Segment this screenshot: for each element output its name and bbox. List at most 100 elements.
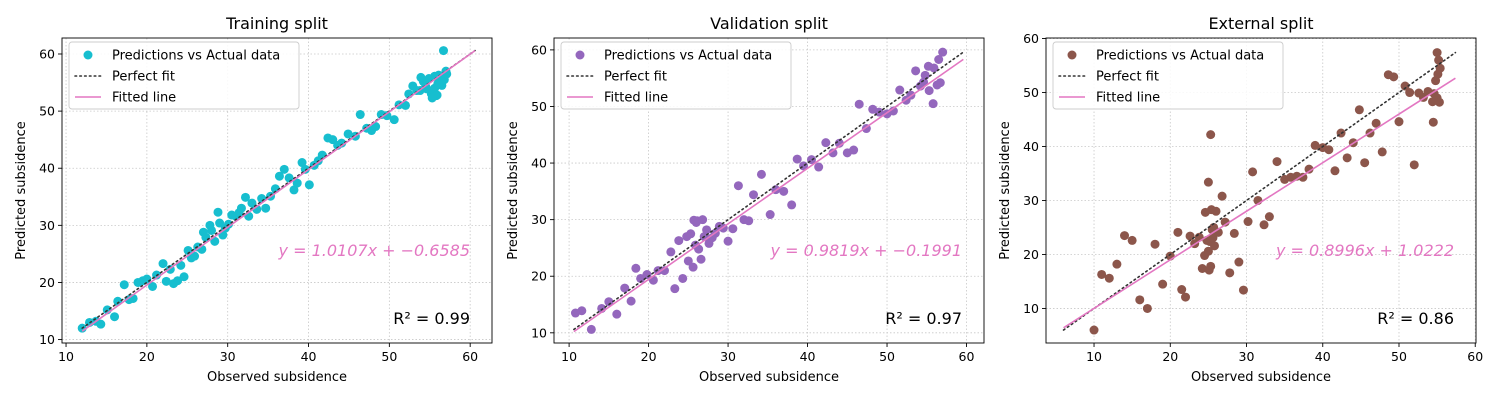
data-point	[911, 66, 921, 76]
x-tick-label: 40	[1315, 349, 1331, 364]
legend-marker-points	[575, 50, 585, 60]
data-point	[416, 72, 426, 82]
data-point	[1127, 235, 1137, 245]
y-axis-label: Predicted subsidence	[506, 121, 521, 259]
data-point	[604, 297, 614, 307]
data-point	[1354, 105, 1364, 115]
data-point	[179, 272, 189, 282]
data-point	[1298, 172, 1308, 182]
data-point	[1135, 295, 1145, 305]
legend: Predictions vs Actual data Perfect fit Fit…	[560, 41, 792, 110]
data-point	[1158, 279, 1168, 289]
data-point	[1432, 48, 1442, 58]
chart-title: Training split	[225, 14, 328, 33]
r-squared-label: R² = 0.97	[885, 309, 962, 328]
data-point	[612, 309, 622, 319]
data-point	[620, 283, 630, 293]
fit-equation: y = 1.0107x + −0.6585	[278, 241, 470, 260]
data-point	[1342, 153, 1352, 163]
data-point	[343, 129, 353, 139]
x-tick-label: 30	[220, 349, 236, 364]
data-point	[728, 224, 738, 234]
legend-label-fitted-line: Fitted line	[1096, 91, 1160, 106]
data-point	[439, 46, 449, 56]
y-tick-label: 60	[1023, 31, 1039, 46]
x-tick-label: 20	[641, 349, 657, 364]
legend-label-points: Predictions vs Actual data	[112, 49, 280, 64]
data-point	[1330, 166, 1340, 176]
data-point	[292, 178, 302, 188]
data-point	[849, 145, 859, 155]
data-point	[686, 229, 696, 239]
data-point	[173, 276, 183, 286]
data-point	[1428, 117, 1438, 127]
x-tick-label: 60	[959, 349, 975, 364]
x-axis-label: Observed subsidence	[699, 370, 839, 385]
y-tick-label: 60	[39, 46, 55, 61]
data-point	[1200, 207, 1210, 217]
y-tick-label: 10	[1023, 301, 1039, 316]
data-point	[1206, 130, 1216, 140]
data-point	[148, 281, 158, 291]
data-point	[1234, 257, 1244, 267]
data-point	[1185, 231, 1195, 241]
data-point	[261, 203, 271, 213]
data-point	[110, 312, 120, 322]
x-tick-label: 50	[381, 349, 397, 364]
data-point	[371, 122, 381, 132]
perfect-fit-line	[81, 49, 476, 329]
x-tick-label: 40	[301, 349, 317, 364]
data-point	[779, 186, 789, 196]
data-point	[1272, 157, 1282, 167]
data-point	[1104, 273, 1114, 283]
legend: Predictions vs Actual data Perfect fit Fit…	[1052, 41, 1284, 110]
data-point	[1243, 217, 1253, 227]
data-point	[1377, 147, 1387, 157]
data-point	[161, 276, 171, 286]
data-point	[1211, 206, 1221, 216]
data-point	[924, 86, 934, 96]
data-point	[389, 115, 399, 125]
legend-marker-points	[83, 50, 93, 60]
data-point	[213, 207, 223, 217]
y-tick-label: 20	[39, 275, 55, 290]
data-point	[207, 225, 217, 235]
data-point	[1360, 158, 1370, 168]
data-point	[756, 169, 766, 179]
y-tick-label: 30	[531, 212, 547, 227]
data-point	[834, 138, 844, 148]
legend-box	[68, 41, 300, 110]
data-point	[702, 225, 712, 235]
data-point	[934, 55, 944, 65]
legend-box	[1052, 41, 1284, 110]
legend: Predictions vs Actual data Perfect fit Fit…	[68, 41, 300, 110]
y-tick-label: 10	[39, 332, 55, 347]
data-point	[236, 203, 246, 213]
data-point	[696, 254, 706, 264]
data-point	[240, 192, 250, 202]
chart-panel-3: 10 20 30 40 50 60 10 20 30 40 50 60 External split Ob…	[998, 14, 1483, 385]
legend-label-points: Predictions vs Actual data	[604, 49, 772, 64]
y-tick-label: 20	[531, 269, 547, 284]
data-point	[688, 262, 698, 272]
data-point	[274, 171, 284, 181]
y-tick-label: 40	[1023, 139, 1039, 154]
data-point	[1259, 220, 1269, 230]
data-point	[247, 198, 257, 208]
data-point	[158, 259, 168, 269]
x-tick-label: 10	[1086, 349, 1102, 364]
data-point	[382, 111, 392, 121]
x-tick-label: 40	[800, 349, 816, 364]
data-point	[1434, 97, 1444, 107]
data-point	[744, 216, 754, 226]
data-point	[1197, 264, 1207, 274]
data-point	[355, 110, 365, 120]
data-point	[1431, 76, 1441, 86]
y-axis-label: Predicted subsidence	[14, 121, 29, 259]
data-point	[792, 154, 802, 164]
data-point	[1206, 261, 1216, 271]
data-point	[787, 200, 797, 210]
data-point	[401, 100, 411, 110]
data-point	[1112, 259, 1122, 269]
